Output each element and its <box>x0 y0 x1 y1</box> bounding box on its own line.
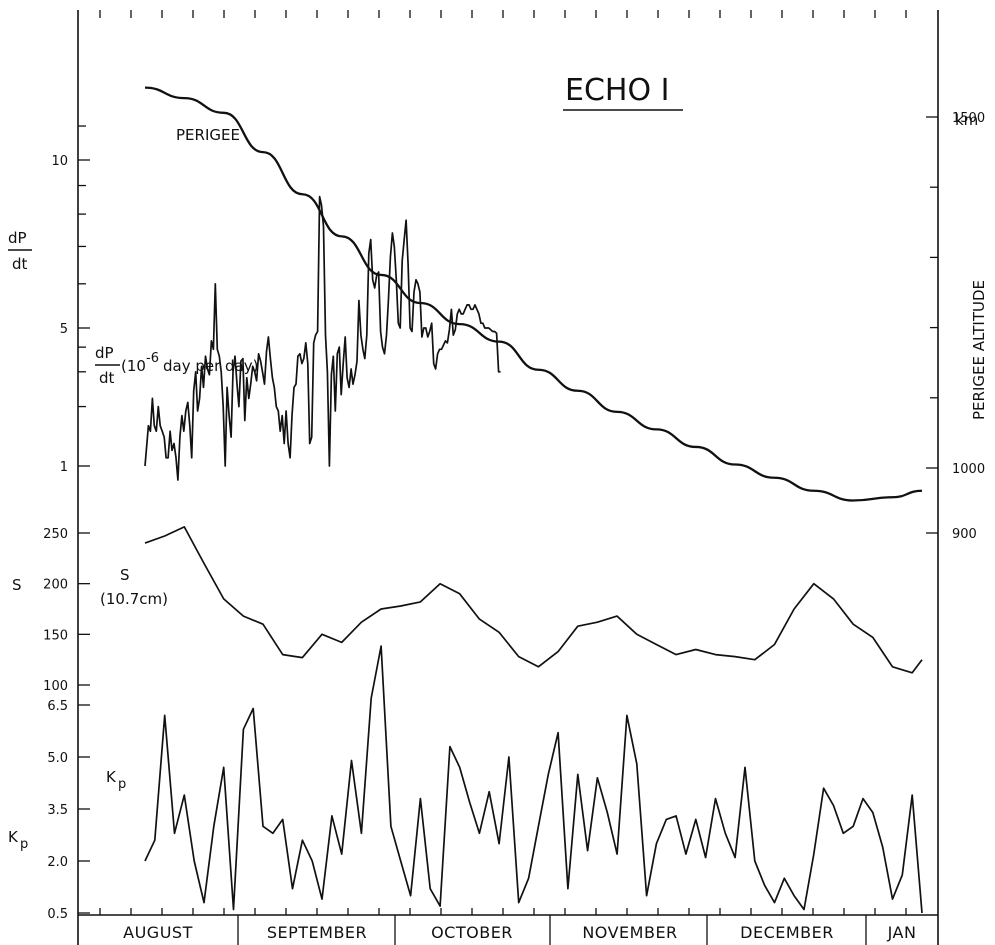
tick-labels: 10 5 1 250 200 150 100 6.5 5.0 3.5 2.0 0.5 1500 1000 9… <box>43 111 985 922</box>
kp-series-label-sub: p <box>118 777 126 792</box>
drag-tick-label: 1 <box>60 460 68 475</box>
kp-axis-label-sub: p <box>20 837 28 852</box>
drag-tick-label: 10 <box>51 154 68 169</box>
drag-axis-label-den: dt <box>12 255 28 273</box>
drag-series-label-num: dP <box>95 344 114 362</box>
month-label: AUGUST <box>123 923 193 942</box>
kp-tick-label: 0.5 <box>47 907 68 922</box>
perigee-tick-label: 1000 <box>952 462 985 477</box>
s-series-sublabel: (10.7cm) <box>100 590 168 608</box>
s-tick-label: 100 <box>43 679 68 694</box>
kp-axis-label: K <box>8 828 19 846</box>
drag-series-label-a: (10 <box>121 357 146 375</box>
drag-series-line <box>144 195 501 481</box>
perigee-curve <box>144 86 923 502</box>
data-lines <box>144 86 923 914</box>
s-tick-label: 250 <box>43 527 68 542</box>
month-label: OCTOBER <box>431 923 513 942</box>
drag-series-label-exp: -6 <box>146 351 159 366</box>
chart-title: ECHO I <box>565 73 669 108</box>
drag-series-label-den: dt <box>99 369 115 387</box>
drag-axis-label-num: dP <box>8 229 27 247</box>
month-label: SEPTEMBER <box>267 923 367 942</box>
s-tick-label: 200 <box>43 578 68 593</box>
kp-series-line <box>144 645 923 914</box>
s-axis-label: S <box>12 576 22 594</box>
month-axis: AUGUST SEPTEMBER OCTOBER NOVEMBER DECEMBER JA… <box>99 10 917 945</box>
s-series-label: S <box>120 566 130 584</box>
s-tick-label: 150 <box>43 628 68 643</box>
kp-tick-label: 2.0 <box>47 855 68 870</box>
kp-tick-label: 3.5 <box>47 803 68 818</box>
axis-ticks <box>78 116 938 914</box>
month-label: NOVEMBER <box>582 923 677 942</box>
right-axis-label: PERIGEE ALTITUDE <box>970 280 988 420</box>
s-series-line <box>144 526 923 674</box>
right-unit-label: km <box>955 111 978 129</box>
drag-tick-label: 5 <box>60 322 68 337</box>
perigee-label: PERIGEE <box>176 126 240 144</box>
perigee-tick-label: 900 <box>952 527 977 542</box>
perigee-tick-label: 1500 <box>952 111 985 126</box>
kp-tick-label: 6.5 <box>47 699 68 714</box>
month-label: JAN <box>887 923 917 942</box>
month-label: DECEMBER <box>740 923 834 942</box>
kp-series-label: K <box>106 768 117 786</box>
kp-tick-label: 5.0 <box>47 751 68 766</box>
